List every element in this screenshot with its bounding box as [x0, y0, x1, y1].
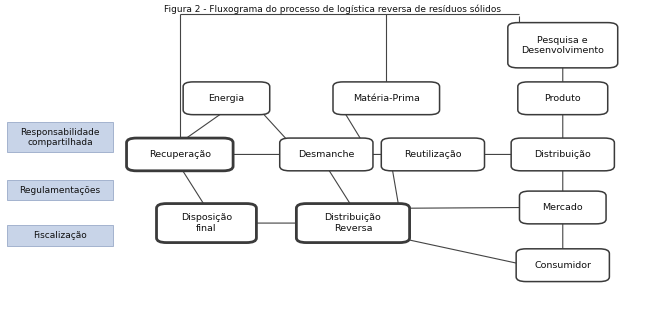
Text: Consumidor: Consumidor: [534, 261, 591, 270]
FancyBboxPatch shape: [127, 138, 233, 171]
FancyBboxPatch shape: [519, 191, 606, 224]
FancyBboxPatch shape: [511, 138, 614, 171]
Text: Produto: Produto: [545, 94, 581, 103]
FancyBboxPatch shape: [183, 82, 270, 115]
Text: Regulamentações: Regulamentações: [19, 186, 101, 195]
Text: Responsabilidade
compartilhada: Responsabilidade compartilhada: [20, 128, 100, 147]
FancyBboxPatch shape: [517, 82, 607, 115]
Text: Recuperação: Recuperação: [149, 150, 211, 159]
FancyBboxPatch shape: [516, 249, 609, 281]
Text: Figura 2 - Fluxograma do processo de logística reversa de resíduos sólidos: Figura 2 - Fluxograma do processo de log…: [165, 5, 501, 14]
Text: Energia: Energia: [208, 94, 244, 103]
FancyBboxPatch shape: [7, 122, 113, 152]
FancyBboxPatch shape: [157, 204, 256, 243]
FancyBboxPatch shape: [7, 226, 113, 246]
FancyBboxPatch shape: [333, 82, 440, 115]
Text: Distribuição
Reversa: Distribuição Reversa: [324, 213, 382, 233]
FancyBboxPatch shape: [296, 204, 410, 243]
FancyBboxPatch shape: [507, 23, 618, 68]
Text: Fiscalização: Fiscalização: [33, 231, 87, 240]
Text: Disposição
final: Disposição final: [181, 213, 232, 233]
FancyBboxPatch shape: [7, 180, 113, 201]
FancyBboxPatch shape: [381, 138, 485, 171]
Text: Matéria-Prima: Matéria-Prima: [353, 94, 420, 103]
Text: Reutilização: Reutilização: [404, 150, 462, 159]
Text: Desmanche: Desmanche: [298, 150, 354, 159]
Text: Pesquisa e
Desenvolvimento: Pesquisa e Desenvolvimento: [521, 36, 604, 55]
Text: Mercado: Mercado: [543, 203, 583, 212]
FancyBboxPatch shape: [280, 138, 373, 171]
Text: Distribuição: Distribuição: [534, 150, 591, 159]
